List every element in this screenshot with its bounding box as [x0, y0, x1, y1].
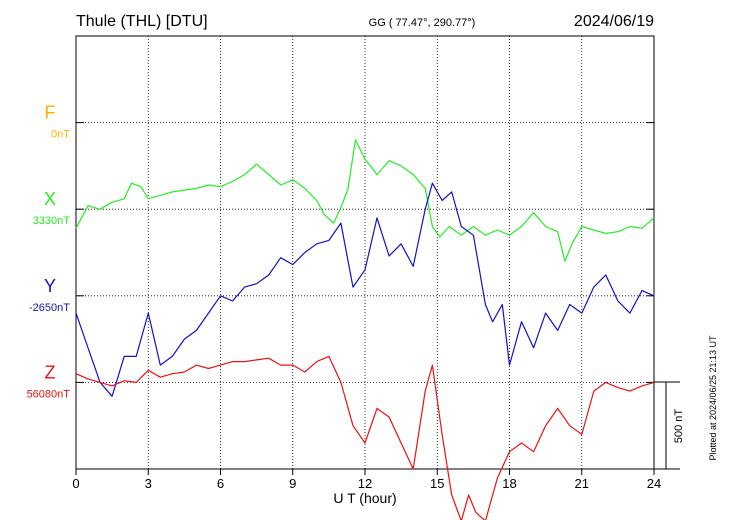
series-name-x: X	[44, 189, 56, 209]
x-axis-title: U T (hour)	[333, 490, 396, 506]
x-tick-label: 12	[358, 476, 372, 491]
scale-bar-label: 500 nT	[673, 409, 685, 444]
scale-bar: 500 nT	[654, 381, 685, 470]
x-axis: 0 3 6 9 12 15 18 21 24	[72, 469, 661, 491]
date-label: 2024/06/19	[574, 13, 654, 30]
series-name-y: Y	[44, 276, 56, 296]
x-tick-label: 24	[647, 476, 661, 491]
x-tick-label: 3	[145, 476, 152, 491]
trace-y	[75, 182, 655, 397]
series-name-f: F	[45, 103, 56, 123]
series-labels: F 0nT X 3330nT Y -2650nT Z 56080nT	[27, 103, 71, 401]
baseline-label-y: -2650nT	[29, 302, 70, 314]
series-traces	[75, 139, 655, 520]
station-title: Thule (THL) [DTU]	[76, 13, 208, 30]
trace-x	[75, 139, 655, 262]
x-tick-label: 21	[575, 476, 589, 491]
grid	[76, 36, 654, 469]
x-tick-label: 18	[502, 476, 516, 491]
baseline-label-z: 56080nT	[27, 388, 71, 400]
x-tick-label: 6	[217, 476, 224, 491]
trace-z	[75, 355, 655, 520]
x-tick-label: 15	[430, 476, 444, 491]
series-name-z: Z	[45, 362, 56, 382]
baseline-label-f: 0nT	[51, 129, 70, 141]
x-tick-label: 9	[289, 476, 296, 491]
baseline-label-x: 3330nT	[33, 215, 71, 227]
coordinates-label: GG ( 77.47°, 290.77°)	[369, 17, 476, 29]
x-tick-label: 0	[72, 476, 79, 491]
plotted-timestamp: Plotted at 2024/06/25 21:13 UT	[708, 335, 718, 461]
